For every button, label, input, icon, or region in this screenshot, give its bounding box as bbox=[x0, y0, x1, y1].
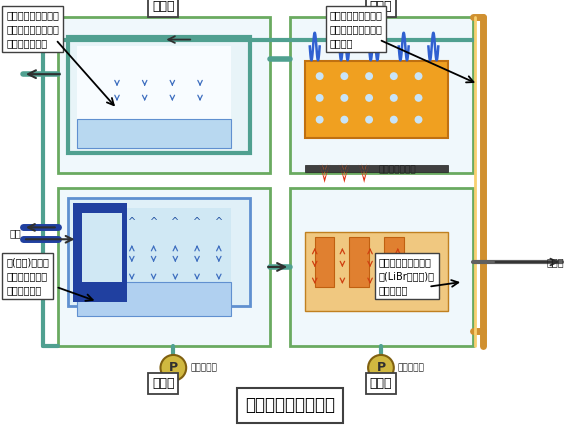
Bar bbox=[82, 213, 122, 282]
Text: ^: ^ bbox=[128, 218, 136, 228]
Circle shape bbox=[390, 94, 398, 102]
Text: 蒸発した水を吸収溶
液(LiBr水溶液)に
吸収させる: 蒸発した水を吸収溶 液(LiBr水溶液)に 吸収させる bbox=[379, 257, 435, 295]
Text: 再生器で発生した水
蒸気を凝縮液化させ
て蒸発器に戻す: 再生器で発生した水 蒸気を凝縮液化させ て蒸発器に戻す bbox=[6, 10, 59, 48]
Bar bbox=[78, 208, 231, 296]
Circle shape bbox=[340, 116, 349, 123]
Circle shape bbox=[390, 116, 398, 123]
Circle shape bbox=[316, 116, 324, 123]
Bar bbox=[290, 17, 473, 173]
Bar bbox=[349, 237, 369, 287]
Bar bbox=[57, 188, 270, 346]
Text: 吸収冷凍機の仕組み: 吸収冷凍機の仕組み bbox=[245, 396, 335, 414]
Text: ^: ^ bbox=[150, 218, 158, 228]
Bar bbox=[72, 292, 127, 302]
Bar bbox=[305, 232, 448, 311]
Circle shape bbox=[368, 355, 394, 381]
Text: ^: ^ bbox=[215, 218, 223, 228]
Bar bbox=[78, 119, 231, 148]
Polygon shape bbox=[358, 163, 370, 183]
Circle shape bbox=[316, 94, 324, 102]
Text: 吸収器: 吸収器 bbox=[369, 377, 392, 390]
Bar bbox=[72, 203, 127, 292]
Circle shape bbox=[365, 116, 373, 123]
Polygon shape bbox=[361, 163, 367, 177]
Circle shape bbox=[390, 72, 398, 80]
Circle shape bbox=[415, 94, 422, 102]
Bar bbox=[290, 188, 473, 346]
Polygon shape bbox=[318, 163, 331, 183]
Bar bbox=[57, 17, 270, 173]
Bar bbox=[67, 37, 251, 153]
Circle shape bbox=[365, 72, 373, 80]
Text: 溶液ポンプ: 溶液ポンプ bbox=[398, 363, 425, 372]
Text: 冷却水: 冷却水 bbox=[546, 257, 564, 267]
Bar bbox=[305, 61, 448, 138]
Circle shape bbox=[415, 72, 422, 80]
Text: 蒸発器: 蒸発器 bbox=[152, 377, 175, 390]
Text: P: P bbox=[376, 361, 386, 374]
Text: 薄くなった吸収溶液
を加熱濃縮し、吸収
器へ戻す: 薄くなった吸収溶液 を加熱濃縮し、吸収 器へ戻す bbox=[329, 10, 382, 48]
Bar bbox=[305, 165, 448, 172]
Circle shape bbox=[415, 116, 422, 123]
Circle shape bbox=[365, 94, 373, 102]
Bar bbox=[78, 47, 231, 143]
Text: 冷水: 冷水 bbox=[9, 228, 21, 238]
Polygon shape bbox=[339, 163, 350, 183]
Circle shape bbox=[316, 72, 324, 80]
Text: 水(冷媒)が低圧
で蒸発して冷水
から熱を奪う: 水(冷媒)が低圧 で蒸発して冷水 から熱を奪う bbox=[6, 257, 49, 295]
Circle shape bbox=[340, 72, 349, 80]
Circle shape bbox=[161, 355, 186, 381]
Bar bbox=[67, 198, 251, 307]
Bar bbox=[315, 237, 335, 287]
Text: P: P bbox=[169, 361, 178, 374]
Text: ^: ^ bbox=[171, 218, 179, 228]
Polygon shape bbox=[322, 163, 328, 177]
Bar bbox=[78, 282, 231, 317]
Text: 冷媒ポンプ: 冷媒ポンプ bbox=[190, 363, 217, 372]
Text: ^: ^ bbox=[193, 218, 201, 228]
Text: 凝縮器: 凝縮器 bbox=[152, 0, 175, 14]
Bar bbox=[384, 237, 404, 287]
Text: 都市ガスや排熱: 都市ガスや排熱 bbox=[379, 166, 416, 174]
Polygon shape bbox=[342, 163, 347, 177]
Text: 再生器: 再生器 bbox=[369, 0, 392, 14]
Circle shape bbox=[340, 94, 349, 102]
